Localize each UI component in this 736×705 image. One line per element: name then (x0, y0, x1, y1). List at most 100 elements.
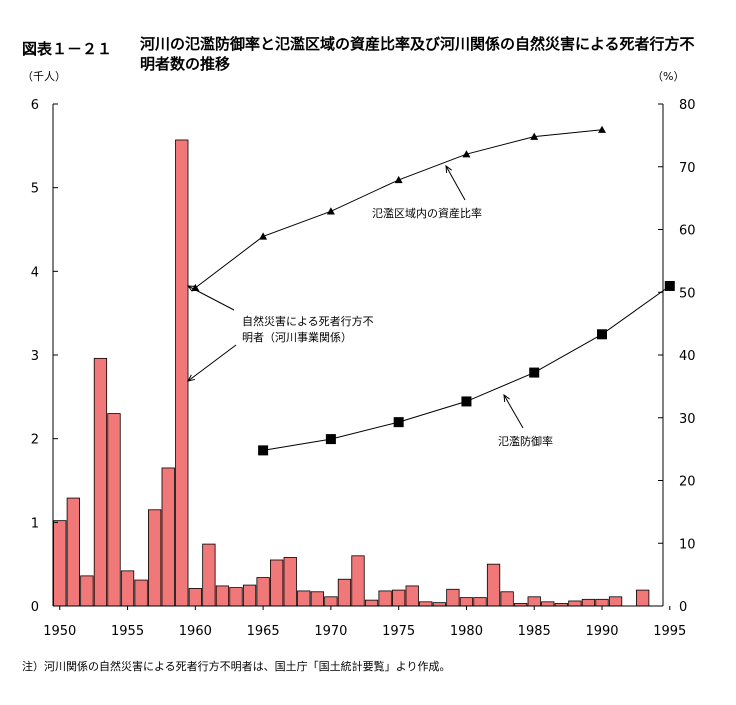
left-tick-label-6: 6 (31, 98, 39, 113)
bar-1986 (541, 601, 555, 607)
asset-ratio-point-1980 (462, 150, 471, 158)
asset-ratio-arrow-head (445, 164, 452, 174)
asset-ratio-point-1970 (326, 207, 335, 215)
bar-1974 (378, 590, 392, 607)
flood-protection-point-1990 (597, 329, 607, 340)
right-tick-label-60: 60 (679, 224, 696, 239)
right-tick-label-30: 30 (679, 412, 696, 427)
x-tick-label-1975: 1975 (382, 624, 415, 639)
right-tick-label-10: 10 (679, 537, 696, 552)
bar-1973 (364, 599, 379, 607)
deaths-arrow-upper-head (186, 285, 196, 292)
right-axis-unit: （%） (652, 70, 685, 83)
footnote: 注）河川関係の自然災害による死者行方不明者は、国土庁「国土統計要覧」より作成。 (22, 660, 451, 673)
line-series-group (191, 125, 675, 456)
bar-1969 (310, 591, 324, 607)
deaths-arrow-lower-head (187, 374, 195, 382)
flood-protection-point-1970 (325, 434, 336, 445)
bar-1957 (148, 509, 162, 607)
flood-protection-arrow-shaft (503, 394, 524, 429)
bar-1960 (188, 588, 202, 607)
bar-1953 (93, 357, 108, 607)
right-tick-label-20: 20 (679, 475, 696, 490)
bar-1976 (405, 585, 419, 607)
right-tick-label-40: 40 (679, 349, 696, 364)
x-tick-label-1990: 1990 (585, 624, 618, 639)
bar-1966 (270, 559, 284, 607)
bar-1968 (297, 590, 311, 607)
left-tick-label-2: 2 (31, 433, 39, 448)
x-tick-label-1965: 1965 (247, 624, 280, 639)
deaths-arrow-lower-shaft (187, 344, 237, 382)
bar-1972 (351, 555, 365, 607)
bar-1962 (215, 585, 230, 607)
bar-1959 (175, 139, 189, 607)
deaths-annotation-line1: 自然災害による死者行方不 (242, 314, 374, 328)
bar-1956 (134, 579, 148, 607)
bar-1979 (446, 588, 460, 607)
x-tick-label-1980: 1980 (450, 624, 483, 639)
x-tick-label-1985: 1985 (518, 624, 551, 639)
x-tick-label-1960: 1960 (179, 624, 212, 639)
bar-1967 (283, 557, 297, 607)
flood-protection-point-1980 (461, 396, 472, 407)
right-tick-label-0: 0 (679, 600, 687, 615)
bar-1964 (242, 584, 257, 607)
bar-1952 (80, 575, 94, 607)
bar-1955 (120, 570, 135, 607)
x-tick-label-1970: 1970 (314, 624, 347, 639)
flood-protection-point-1965 (258, 445, 269, 456)
asset-ratio-annotation: 氾濫区域内の資産比率 (372, 206, 482, 220)
flood-protection-point-1995 (664, 280, 675, 291)
bar-1963 (229, 587, 243, 607)
figure-label: 図表１－２１ (22, 40, 113, 58)
bar-1983 (500, 591, 514, 607)
asset-ratio-arrow-shaft (445, 165, 466, 201)
bar-1988 (568, 600, 582, 607)
bar-1951 (66, 497, 80, 607)
bar-1970 (324, 596, 338, 607)
right-tick-label-80: 80 (679, 98, 696, 113)
left-tick-label-1: 1 (31, 516, 39, 531)
asset-ratio-point-1975 (394, 175, 403, 184)
flood-protection-point-1985 (529, 367, 540, 378)
bar-1989 (581, 598, 596, 607)
flood-protection-arrow-head (503, 393, 510, 403)
asset-ratio-point-1990 (598, 125, 606, 133)
left-tick-label-3: 3 (31, 349, 39, 364)
bar-1991 (608, 596, 623, 607)
bar-1971 (337, 578, 352, 607)
chart-title: 河川の氾濫防御率と氾濫区域の資産比率及び河川関係の自然災害による死者行方不明者数… (140, 35, 695, 73)
deaths-arrow-upper-shaft (187, 285, 235, 311)
flood-protection-point-1975 (393, 417, 404, 428)
bar-1990 (595, 598, 609, 607)
x-tick-label-1950: 1950 (43, 624, 76, 639)
left-tick-label-4: 4 (31, 265, 39, 280)
bar-1993 (636, 589, 650, 607)
bar-1965 (256, 577, 270, 607)
asset-ratio-point-1985 (530, 132, 539, 140)
bar-1980 (459, 597, 474, 607)
bar-series-group (53, 139, 650, 607)
flood-protection-line (263, 285, 671, 451)
bar-1985 (527, 596, 541, 607)
right-tick-label-50: 50 (679, 286, 696, 301)
asset-ratio-point-1965 (259, 232, 268, 240)
bar-1958 (161, 467, 175, 607)
bar-1981 (473, 597, 487, 607)
bar-1950 (53, 520, 67, 607)
bar-1982 (486, 563, 501, 607)
bar-1975 (392, 589, 406, 607)
bar-1961 (202, 543, 216, 607)
bar-1977 (419, 601, 433, 607)
right-tick-label-70: 70 (679, 161, 696, 176)
deaths-annotation-line2: 明者（河川事業関係） (242, 331, 352, 344)
flood-protection-annotation: 氾濫防御率 (498, 434, 553, 448)
bar-1954 (107, 413, 121, 607)
bar-1978 (432, 602, 446, 607)
x-tick-label-1995: 1995 (653, 624, 686, 639)
left-tick-label-0: 0 (31, 600, 39, 615)
